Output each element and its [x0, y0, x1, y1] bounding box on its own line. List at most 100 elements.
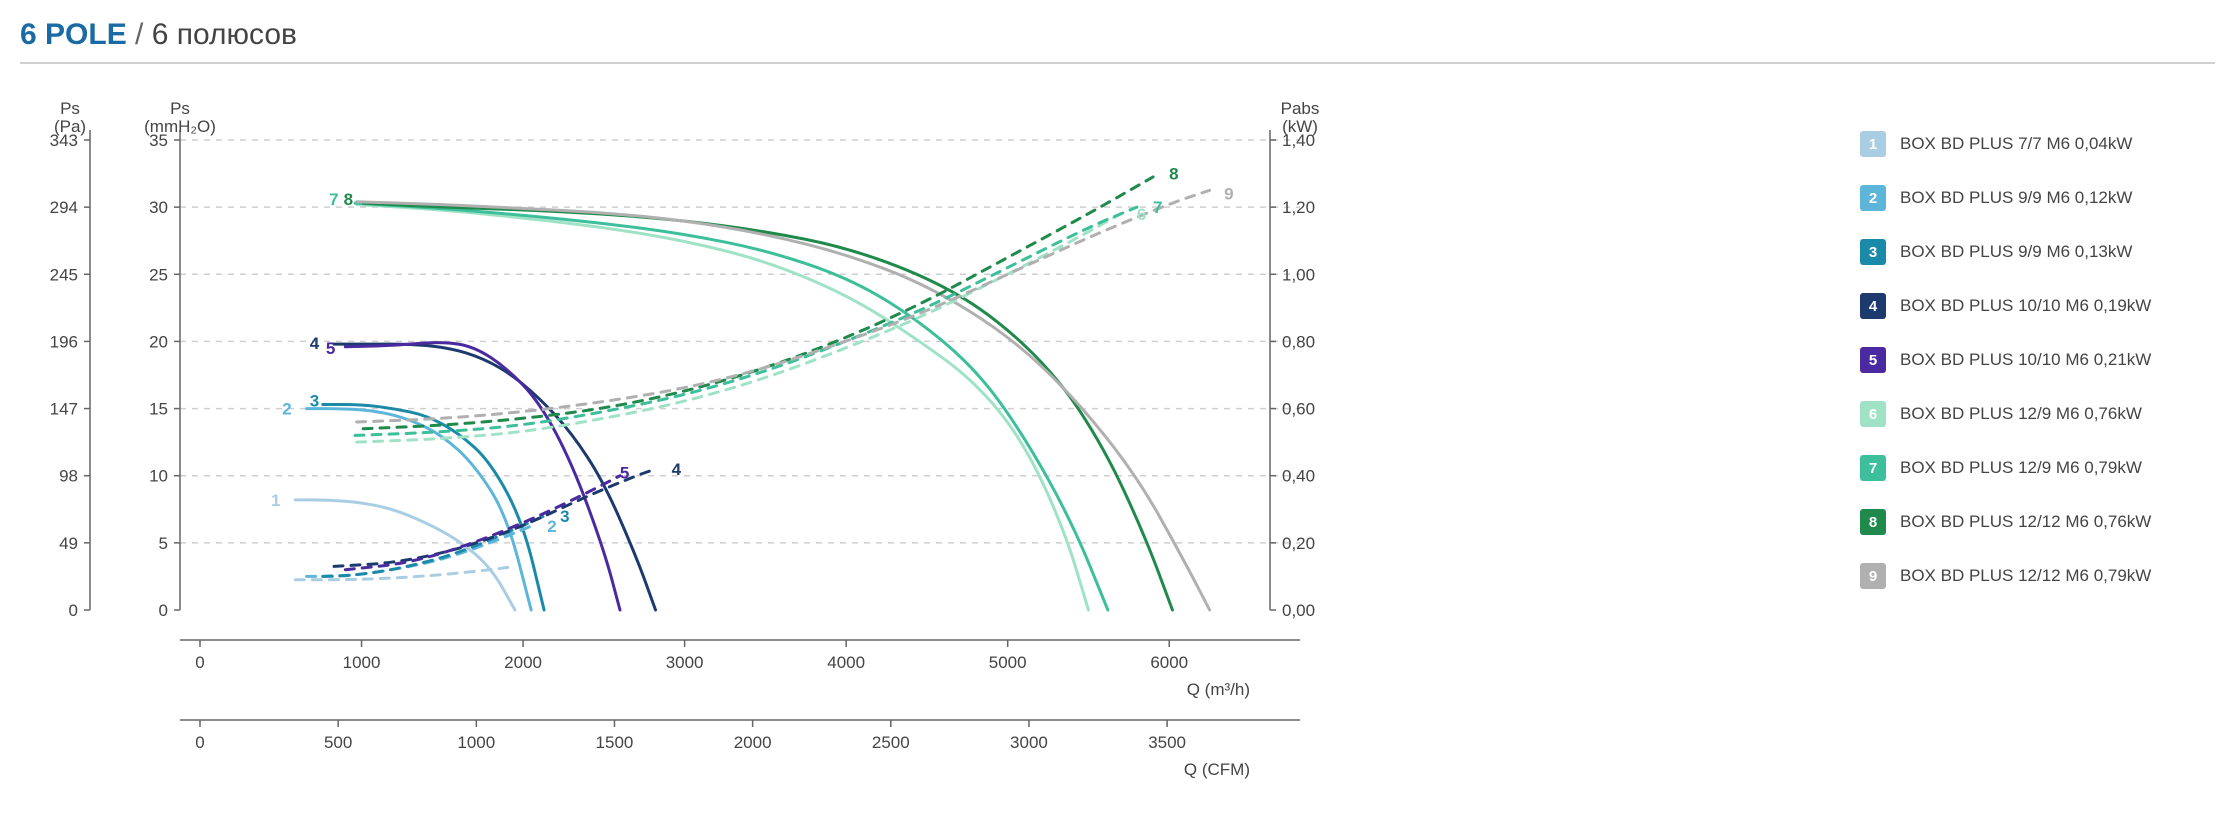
legend-item: 4 BOX BD PLUS 10/10 M6 0,19kW — [1860, 292, 2220, 320]
legend-label: BOX BD PLUS 12/12 M6 0,79kW — [1900, 566, 2151, 586]
svg-text:294: 294 — [50, 198, 78, 217]
svg-text:Q (m³/h): Q (m³/h) — [1187, 680, 1250, 699]
legend-label: BOX BD PLUS 10/10 M6 0,21kW — [1900, 350, 2151, 370]
legend-swatch: 2 — [1860, 185, 1886, 211]
svg-text:0: 0 — [195, 733, 204, 752]
svg-text:0: 0 — [69, 601, 78, 620]
svg-text:Q (CFM): Q (CFM) — [1184, 760, 1250, 779]
legend-item: 6 BOX BD PLUS 12/9 M6 0,76kW — [1860, 400, 2220, 428]
curve-start-label: 2 — [282, 400, 291, 419]
curve-start-label: 1 — [271, 491, 280, 510]
curve-end-label: 8 — [1169, 165, 1178, 184]
svg-text:0: 0 — [159, 601, 168, 620]
svg-text:2000: 2000 — [734, 733, 772, 752]
svg-text:4000: 4000 — [827, 653, 865, 672]
legend-swatch: 7 — [1860, 455, 1886, 481]
svg-text:15: 15 — [149, 400, 168, 419]
svg-text:35: 35 — [149, 131, 168, 150]
svg-text:98: 98 — [59, 467, 78, 486]
svg-text:1000: 1000 — [343, 653, 381, 672]
svg-text:0: 0 — [195, 653, 204, 672]
curve-end-label: 4 — [672, 460, 682, 479]
legend-swatch: 6 — [1860, 401, 1886, 427]
svg-text:0,40: 0,40 — [1282, 467, 1315, 486]
curve-end-label: 2 — [547, 517, 556, 536]
power-curve-7 — [355, 207, 1137, 435]
legend-swatch: 9 — [1860, 563, 1886, 589]
svg-text:25: 25 — [149, 265, 168, 284]
svg-text:147: 147 — [50, 400, 78, 419]
power-curve-3 — [323, 516, 544, 576]
curve-end-label: 9 — [1224, 185, 1233, 204]
svg-text:0,80: 0,80 — [1282, 332, 1315, 351]
svg-text:3000: 3000 — [1010, 733, 1048, 752]
curve-end-label: 7 — [1153, 198, 1162, 217]
svg-text:Ps: Ps — [170, 99, 190, 118]
pressure-curve-6 — [357, 204, 1089, 610]
legend-label: BOX BD PLUS 10/10 M6 0,19kW — [1900, 296, 2151, 316]
curve-start-label: 7 — [329, 190, 338, 209]
legend-swatch: 3 — [1860, 239, 1886, 265]
svg-text:1,40: 1,40 — [1282, 131, 1315, 150]
power-curve-5 — [345, 476, 620, 570]
legend-label: BOX BD PLUS 9/9 M6 0,13kW — [1900, 242, 2132, 262]
svg-text:49: 49 — [59, 534, 78, 553]
svg-text:1,20: 1,20 — [1282, 198, 1315, 217]
svg-text:196: 196 — [50, 332, 78, 351]
chart-area: Ps(Pa)04998147196245294343Ps(mmH₂O)05101… — [20, 80, 1820, 810]
legend-item: 9 BOX BD PLUS 12/12 M6 0,79kW — [1860, 562, 2220, 590]
curve-end-label: 3 — [560, 507, 569, 526]
svg-text:0,20: 0,20 — [1282, 534, 1315, 553]
legend-item: 5 BOX BD PLUS 10/10 M6 0,21kW — [1860, 346, 2220, 374]
curve-start-label: 8 — [344, 190, 353, 209]
legend-label: BOX BD PLUS 12/12 M6 0,76kW — [1900, 512, 2151, 532]
svg-text:3500: 3500 — [1148, 733, 1186, 752]
legend-swatch: 4 — [1860, 293, 1886, 319]
svg-text:1,00: 1,00 — [1282, 265, 1315, 284]
title-sep: / — [127, 18, 152, 51]
chart-title: 6 POLE / 6 полюсов — [20, 18, 297, 52]
svg-text:6000: 6000 — [1150, 653, 1188, 672]
curve-end-label: 5 — [620, 463, 629, 482]
svg-text:500: 500 — [324, 733, 352, 752]
legend-item: 3 BOX BD PLUS 9/9 M6 0,13kW — [1860, 238, 2220, 266]
title-ru: 6 полюсов — [152, 18, 297, 51]
svg-text:Ps: Ps — [60, 99, 80, 118]
svg-text:245: 245 — [50, 265, 78, 284]
legend-swatch: 5 — [1860, 347, 1886, 373]
svg-text:5000: 5000 — [989, 653, 1027, 672]
svg-text:0,60: 0,60 — [1282, 400, 1315, 419]
svg-text:0,00: 0,00 — [1282, 601, 1315, 620]
svg-text:2000: 2000 — [504, 653, 542, 672]
title-pole: 6 POLE — [20, 18, 127, 51]
legend: 1 BOX BD PLUS 7/7 M6 0,04kW 2 BOX BD PLUS 9… — [1860, 130, 2220, 616]
title-underline — [20, 62, 2215, 64]
svg-text:3000: 3000 — [666, 653, 704, 672]
svg-text:Pabs: Pabs — [1281, 99, 1320, 118]
svg-text:2500: 2500 — [872, 733, 910, 752]
legend-swatch: 8 — [1860, 509, 1886, 535]
svg-text:1500: 1500 — [596, 733, 634, 752]
legend-item: 1 BOX BD PLUS 7/7 M6 0,04kW — [1860, 130, 2220, 158]
legend-label: BOX BD PLUS 7/7 M6 0,04kW — [1900, 134, 2132, 154]
power-curve-9 — [357, 190, 1210, 422]
svg-text:30: 30 — [149, 198, 168, 217]
svg-text:5: 5 — [159, 534, 168, 553]
svg-text:20: 20 — [149, 332, 168, 351]
curve-start-label: 5 — [326, 339, 335, 358]
legend-item: 8 BOX BD PLUS 12/12 M6 0,76kW — [1860, 508, 2220, 536]
pressure-curve-1 — [295, 500, 515, 610]
curve-start-label: 3 — [310, 392, 319, 411]
legend-item: 7 BOX BD PLUS 12/9 M6 0,79kW — [1860, 454, 2220, 482]
legend-label: BOX BD PLUS 12/9 M6 0,76kW — [1900, 404, 2142, 424]
svg-text:343: 343 — [50, 131, 78, 150]
curve-end-label: 6 — [1137, 205, 1146, 224]
chart-svg: Ps(Pa)04998147196245294343Ps(mmH₂O)05101… — [20, 80, 1820, 810]
curve-start-label: 4 — [310, 334, 320, 353]
svg-text:1000: 1000 — [457, 733, 495, 752]
legend-swatch: 1 — [1860, 131, 1886, 157]
legend-item: 2 BOX BD PLUS 9/9 M6 0,12kW — [1860, 184, 2220, 212]
legend-label: BOX BD PLUS 9/9 M6 0,12kW — [1900, 188, 2132, 208]
legend-label: BOX BD PLUS 12/9 M6 0,79kW — [1900, 458, 2142, 478]
svg-text:10: 10 — [149, 467, 168, 486]
